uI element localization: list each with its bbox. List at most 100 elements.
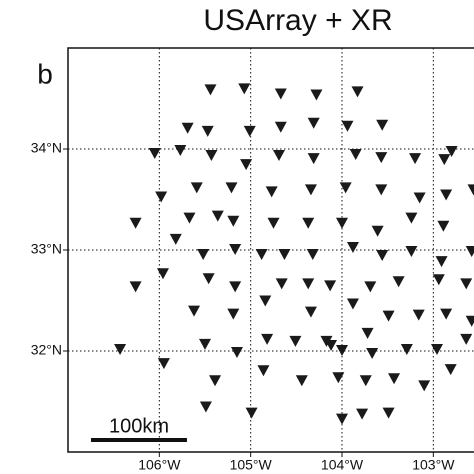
station — [359, 375, 372, 387]
station — [388, 373, 401, 385]
station — [349, 149, 362, 161]
station — [243, 125, 256, 137]
station — [465, 246, 474, 258]
station — [240, 159, 253, 171]
station — [129, 217, 142, 229]
station — [336, 344, 348, 356]
station — [382, 407, 395, 419]
station — [375, 152, 388, 164]
station — [155, 191, 168, 203]
station — [405, 212, 418, 224]
map-frame — [67, 47, 474, 453]
station — [376, 119, 389, 131]
stations — [114, 83, 474, 425]
station — [302, 217, 315, 229]
station — [225, 182, 238, 194]
station — [274, 121, 287, 133]
station — [174, 145, 187, 157]
station — [351, 86, 364, 98]
station — [336, 413, 348, 425]
grid — [63, 48, 474, 457]
station — [278, 249, 291, 261]
station — [392, 276, 405, 288]
station — [400, 343, 413, 355]
station — [129, 281, 142, 293]
station — [465, 315, 474, 327]
panel-label: b — [37, 58, 53, 89]
station — [267, 217, 280, 229]
y-tick-label: 34°N — [31, 140, 62, 156]
x-tick-label: 103°W — [412, 457, 455, 473]
station — [409, 153, 422, 165]
station — [310, 89, 323, 101]
station — [148, 148, 161, 160]
station — [156, 268, 169, 280]
station — [257, 365, 270, 377]
station — [227, 215, 240, 227]
station — [336, 217, 348, 229]
station — [412, 309, 425, 321]
station — [205, 150, 218, 162]
station — [371, 225, 384, 237]
station — [209, 375, 222, 387]
station — [295, 375, 308, 387]
station — [199, 401, 212, 413]
station — [382, 310, 395, 322]
station — [274, 88, 287, 100]
station — [418, 380, 431, 392]
station — [265, 186, 278, 198]
station — [229, 243, 242, 255]
station — [437, 220, 450, 232]
station — [272, 150, 285, 162]
station — [304, 184, 317, 196]
station — [304, 306, 317, 318]
station — [188, 305, 201, 317]
station — [346, 298, 359, 310]
x-tick-label: 104°W — [321, 457, 364, 473]
station — [275, 278, 288, 290]
station — [302, 278, 315, 290]
station — [432, 274, 445, 286]
station — [211, 210, 224, 222]
station — [460, 333, 473, 345]
scale-bar-label: 100km — [109, 415, 169, 437]
station — [229, 281, 242, 293]
station — [413, 192, 426, 204]
station — [199, 338, 211, 350]
station — [445, 146, 458, 158]
station — [430, 343, 443, 355]
station — [467, 184, 474, 196]
station — [255, 249, 268, 261]
station — [307, 153, 320, 165]
station — [238, 83, 251, 95]
station — [245, 407, 258, 419]
x-tick-label: 106°W — [138, 457, 181, 473]
map-title: USArray + XR — [203, 4, 392, 37]
station — [346, 241, 359, 253]
station — [181, 122, 194, 134]
station — [460, 278, 473, 290]
station — [364, 281, 377, 293]
y-tick-label: 32°N — [31, 342, 62, 358]
station — [289, 335, 302, 347]
station — [197, 249, 210, 261]
station — [259, 295, 272, 307]
station — [307, 117, 320, 129]
station — [190, 182, 203, 194]
station — [157, 358, 170, 370]
station — [230, 347, 243, 359]
station — [440, 308, 453, 320]
station — [341, 120, 354, 132]
x-tick-label: 105°W — [230, 457, 273, 473]
station — [202, 273, 215, 285]
station — [444, 364, 457, 376]
y-tick-label: 33°N — [31, 241, 62, 257]
station — [356, 408, 369, 420]
station — [325, 339, 338, 351]
station — [227, 308, 240, 320]
station — [332, 372, 345, 384]
station — [114, 343, 127, 355]
station — [435, 256, 448, 268]
station — [375, 184, 388, 196]
